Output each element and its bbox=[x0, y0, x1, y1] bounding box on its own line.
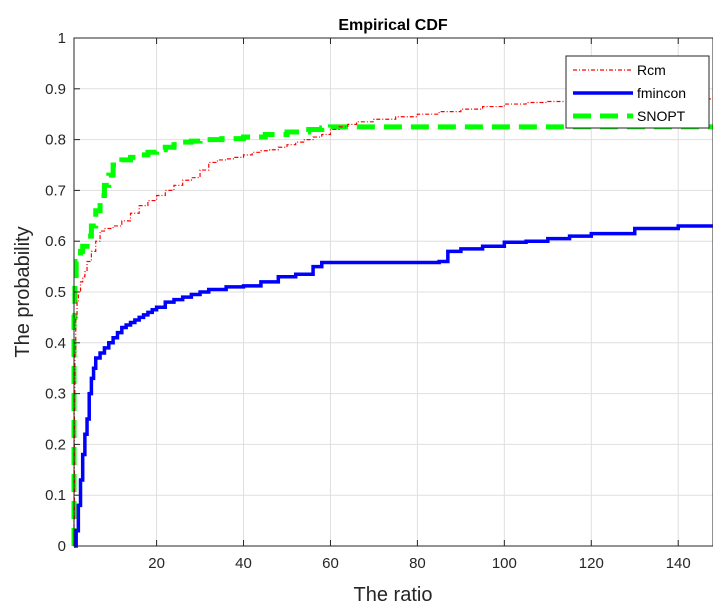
series-line-snopt bbox=[71, 124, 713, 546]
legend-label-rcm: Rcm bbox=[637, 62, 666, 78]
x-tick-label: 20 bbox=[148, 555, 165, 572]
y-tick-label: 0.6 bbox=[45, 233, 66, 250]
x-tick-label: 100 bbox=[492, 555, 517, 572]
x-tick-label: 140 bbox=[666, 555, 691, 572]
series-line-rcm bbox=[73, 98, 713, 546]
x-tick-label: 40 bbox=[235, 555, 252, 572]
y-tick-label: 0.9 bbox=[45, 81, 66, 98]
series-line-fmincon bbox=[74, 224, 713, 548]
y-tick-label: 0 bbox=[58, 538, 66, 555]
x-axis-label: The ratio bbox=[354, 584, 433, 606]
series-layer bbox=[71, 98, 713, 548]
x-tick-label: 120 bbox=[579, 555, 604, 572]
legend: Rcm fmincon SNOPT bbox=[565, 55, 710, 129]
y-tick-label: 0.4 bbox=[45, 335, 66, 352]
x-tick-label: 80 bbox=[409, 555, 426, 572]
y-tick-label: 0.2 bbox=[45, 436, 66, 453]
y-tick-label: 0.3 bbox=[45, 386, 66, 403]
y-axis-label: The probability bbox=[12, 226, 34, 357]
y-tick-label: 1 bbox=[58, 30, 66, 47]
legend-label-snopt: SNOPT bbox=[637, 108, 686, 124]
y-tick-label: 0.7 bbox=[45, 182, 66, 199]
legend-label-fmincon: fmincon bbox=[637, 85, 686, 101]
y-tick-label: 0.1 bbox=[45, 487, 66, 504]
axis-ticks: 20 40 60 80 100 120 140 0 0.1 0.2 0.3 0.4 0.5 0.6 0.7 0… bbox=[45, 30, 691, 572]
chart-title: Empirical CDF bbox=[338, 17, 448, 34]
x-tick-label: 60 bbox=[322, 555, 339, 572]
y-tick-label: 0.8 bbox=[45, 132, 66, 149]
y-tick-label: 0.5 bbox=[45, 284, 66, 301]
